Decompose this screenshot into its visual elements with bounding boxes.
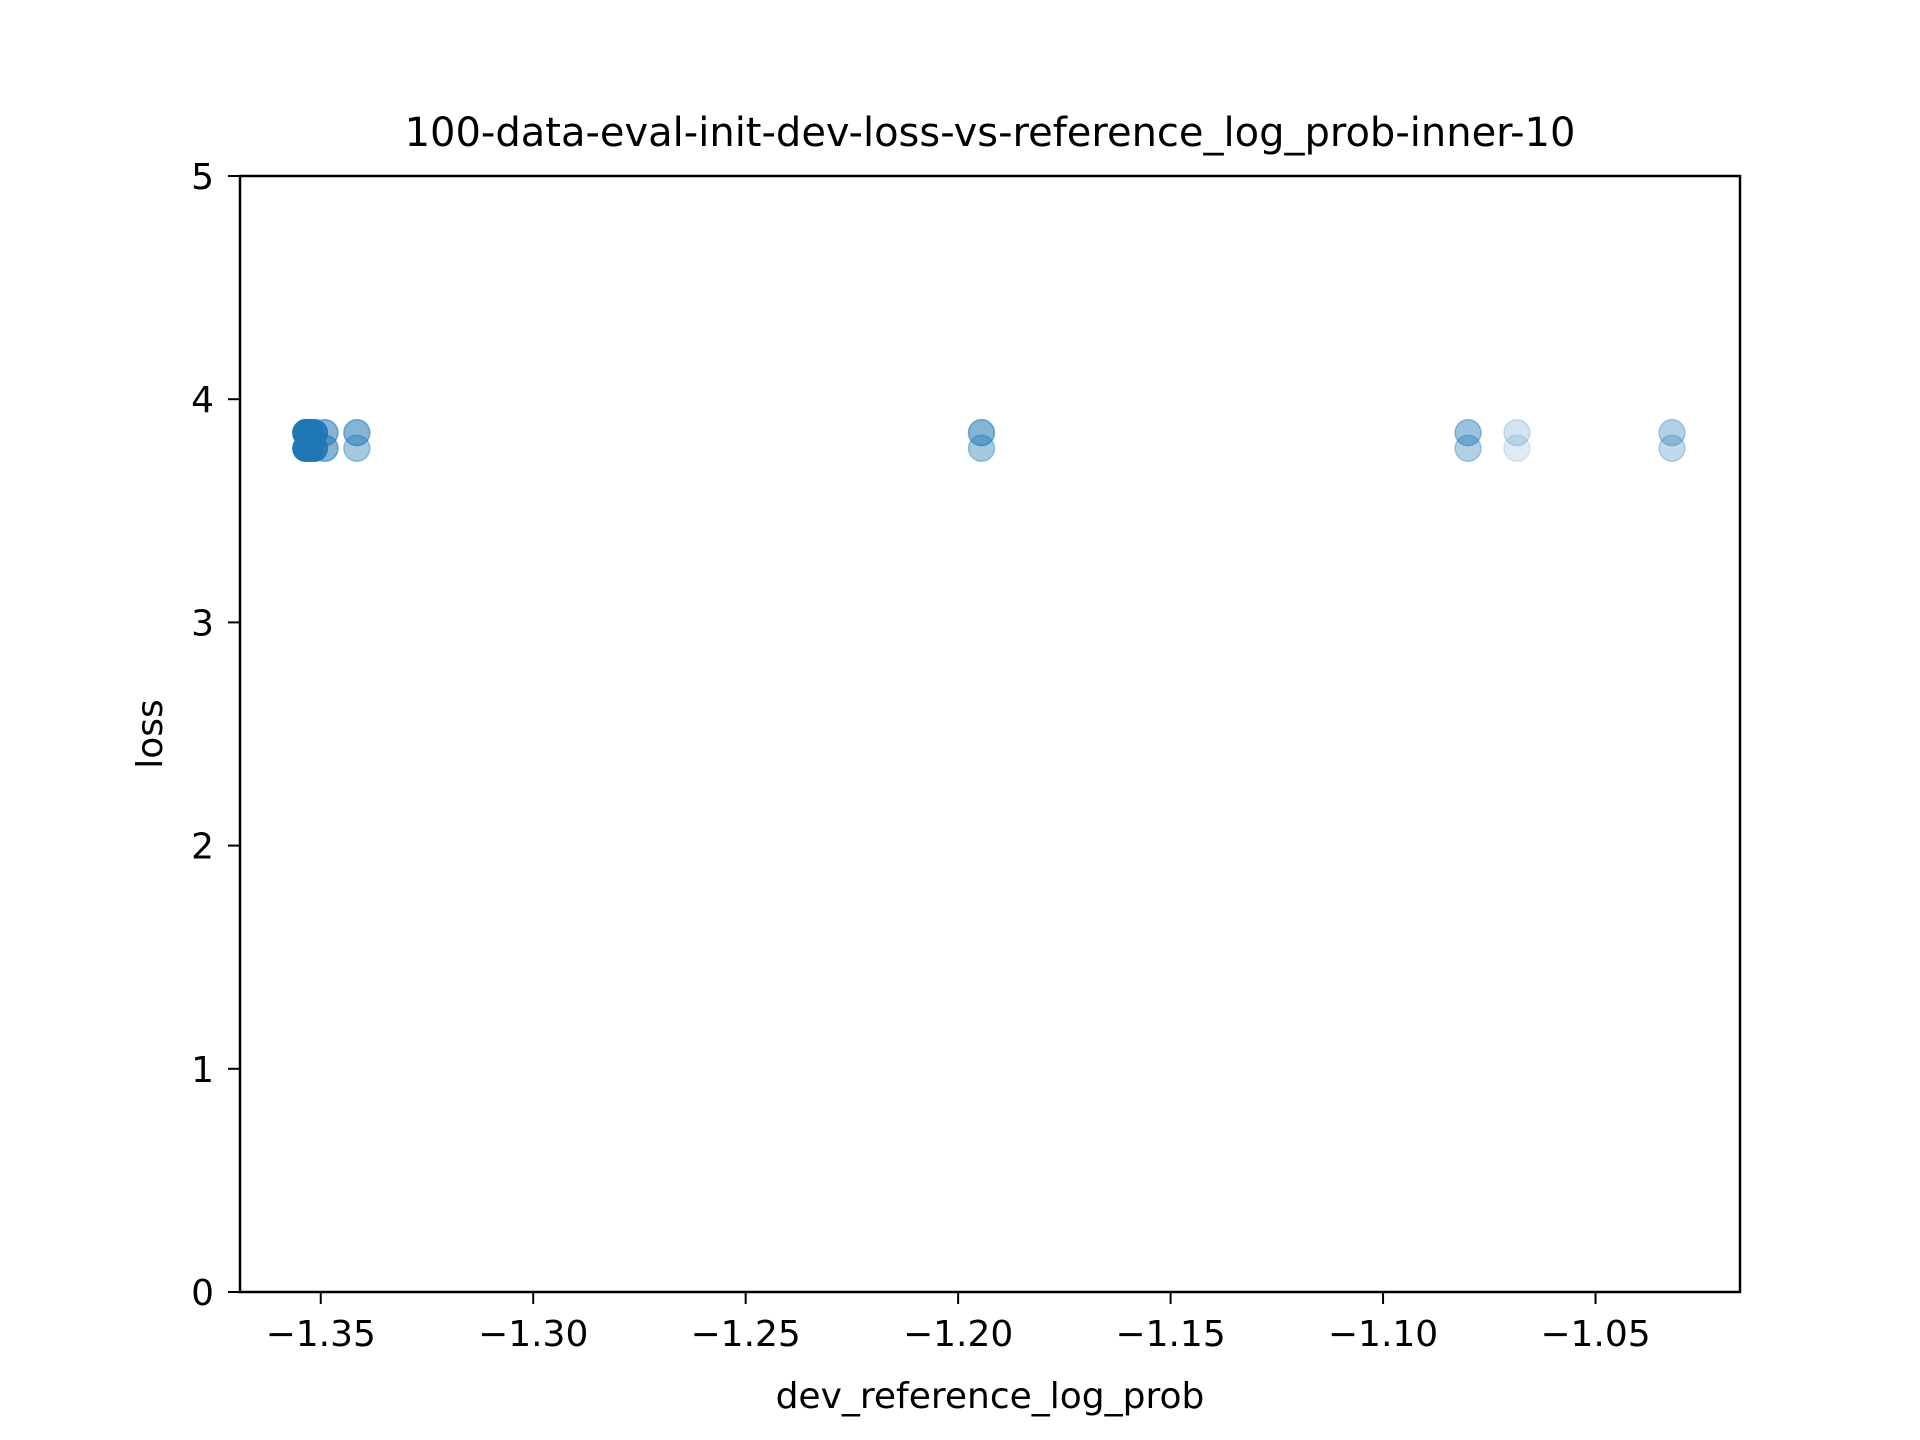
plot-area-frame (238, 174, 1742, 1294)
data-point-13 (1454, 418, 1482, 447)
y-tick-label: 4 (191, 380, 214, 421)
data-point-9 (343, 418, 371, 447)
data-point-18 (1658, 434, 1686, 463)
data-point-11 (967, 418, 996, 447)
y-tick-label: 3 (191, 603, 214, 644)
x-tick-label: −1.25 (691, 1314, 801, 1355)
x-tick-label: −1.10 (1328, 1314, 1438, 1355)
data-point-17 (1658, 418, 1686, 447)
data-point-8 (311, 434, 339, 463)
x-tick-label: −1.30 (478, 1314, 588, 1355)
x-tick-label: −1.20 (903, 1314, 1013, 1355)
y-tick-label: 2 (191, 827, 214, 868)
x-tick-label: −1.35 (266, 1314, 376, 1355)
data-points-layer (292, 418, 1686, 463)
y-axis-ticks: 0 1 2 3 4 5 (191, 157, 240, 1314)
data-point-10 (343, 434, 371, 463)
data-point-12 (967, 434, 996, 463)
x-axis-ticks: −1.35 −1.30 −1.25 −1.20 −1.15 −1.10 −1.05 (266, 1292, 1651, 1355)
y-axis-label: loss (130, 699, 171, 769)
y-tick-label: 1 (191, 1050, 214, 1091)
x-axis-label: dev_reference_log_prob (776, 1376, 1205, 1417)
data-point-15 (1503, 418, 1531, 447)
chart-title: 100-data-eval-init-dev-loss-vs-reference… (405, 110, 1576, 156)
x-tick-label: −1.15 (1115, 1314, 1225, 1355)
data-point-16 (1503, 434, 1531, 463)
data-point-14 (1454, 434, 1482, 463)
x-tick-label: −1.05 (1540, 1314, 1650, 1355)
y-tick-label: 5 (191, 157, 214, 198)
y-tick-label: 0 (191, 1273, 214, 1314)
